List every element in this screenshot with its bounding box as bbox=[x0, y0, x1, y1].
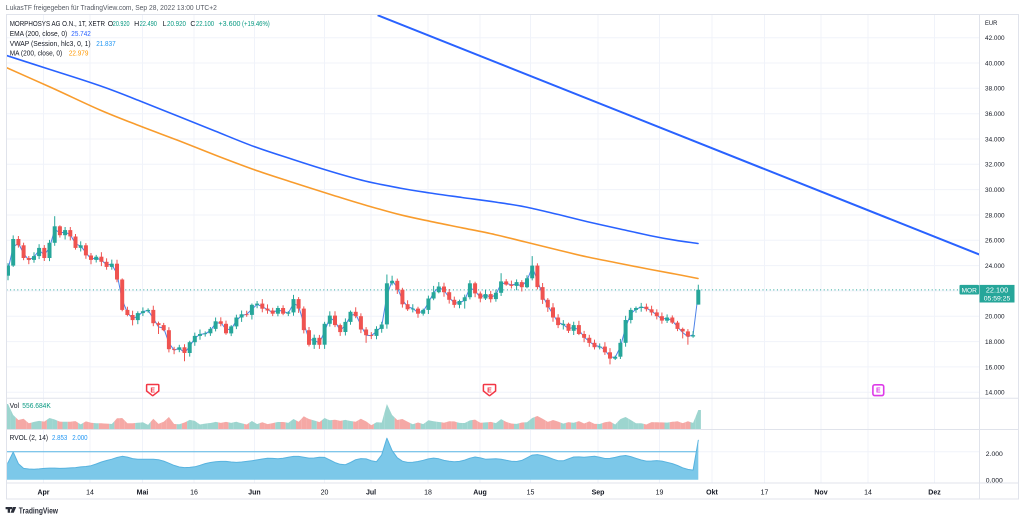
svg-text:EMA (200, close, 0): EMA (200, close, 0) bbox=[10, 31, 67, 38]
svg-text:16.000: 16.000 bbox=[985, 364, 1005, 371]
svg-text:O: O bbox=[108, 21, 114, 28]
svg-text:20.920: 20.920 bbox=[113, 21, 130, 28]
svg-text:556.684K: 556.684K bbox=[22, 403, 51, 410]
svg-text:18: 18 bbox=[424, 490, 432, 497]
svg-text:MORPHOSYS AG O.N., 1T, XETR: MORPHOSYS AG O.N., 1T, XETR bbox=[10, 21, 105, 28]
svg-text:32.000: 32.000 bbox=[985, 162, 1005, 169]
svg-text:Apr: Apr bbox=[37, 490, 49, 497]
svg-text:TradingView: TradingView bbox=[19, 506, 59, 515]
svg-text:05:59:25: 05:59:25 bbox=[984, 295, 1011, 302]
svg-text:Okt: Okt bbox=[706, 490, 718, 497]
svg-text:Nov: Nov bbox=[814, 490, 827, 497]
svg-text:14.000: 14.000 bbox=[985, 390, 1005, 397]
svg-text:(+19.46%): (+19.46%) bbox=[242, 21, 270, 28]
svg-text:26.000: 26.000 bbox=[985, 238, 1005, 245]
svg-text:Mai: Mai bbox=[137, 490, 149, 497]
svg-text:Jun: Jun bbox=[248, 490, 260, 497]
svg-text:22.490: 22.490 bbox=[140, 21, 157, 28]
svg-text:Aug: Aug bbox=[473, 490, 487, 497]
svg-text:14: 14 bbox=[86, 490, 94, 497]
svg-text:36.000: 36.000 bbox=[985, 111, 1005, 118]
svg-text:H: H bbox=[134, 21, 139, 28]
svg-text:L: L bbox=[163, 21, 167, 28]
svg-text:EUR: EUR bbox=[985, 20, 998, 27]
svg-text:40.000: 40.000 bbox=[985, 60, 1005, 67]
svg-text:22.100: 22.100 bbox=[196, 21, 214, 28]
svg-text:42.000: 42.000 bbox=[985, 35, 1005, 42]
svg-text:C: C bbox=[190, 21, 195, 28]
svg-text:RVOL (2, 14): RVOL (2, 14) bbox=[10, 435, 49, 442]
svg-text:E: E bbox=[487, 387, 492, 394]
svg-text:30.000: 30.000 bbox=[985, 187, 1005, 194]
svg-text:Vol: Vol bbox=[10, 403, 20, 410]
svg-text:MA (200, close, 0): MA (200, close, 0) bbox=[10, 51, 63, 58]
svg-text:E: E bbox=[150, 387, 155, 394]
svg-text:+3.600: +3.600 bbox=[219, 21, 241, 28]
svg-text:Sep: Sep bbox=[592, 490, 605, 497]
svg-text:15: 15 bbox=[527, 490, 535, 497]
svg-text:2.000: 2.000 bbox=[72, 435, 87, 442]
svg-text:MOR: MOR bbox=[962, 287, 977, 294]
svg-text:16: 16 bbox=[190, 490, 198, 497]
svg-text:24.000: 24.000 bbox=[985, 263, 1005, 270]
svg-text:18.000: 18.000 bbox=[985, 339, 1005, 346]
svg-text:22.100: 22.100 bbox=[986, 285, 1008, 294]
svg-text:2.853: 2.853 bbox=[52, 435, 67, 442]
svg-text:Jul: Jul bbox=[366, 490, 376, 497]
svg-text:22.979: 22.979 bbox=[69, 51, 89, 58]
svg-text:Dez: Dez bbox=[928, 490, 941, 497]
svg-text:LukasTF freigegeben für Tradin: LukasTF freigegeben für TradingView.com,… bbox=[6, 3, 217, 12]
svg-text:34.000: 34.000 bbox=[985, 136, 1005, 143]
svg-text:E: E bbox=[876, 388, 881, 395]
svg-text:20.000: 20.000 bbox=[985, 314, 1005, 321]
svg-text:20.920: 20.920 bbox=[167, 21, 186, 28]
svg-text:20: 20 bbox=[321, 490, 329, 497]
svg-text:38.000: 38.000 bbox=[985, 86, 1005, 93]
svg-text:17: 17 bbox=[761, 490, 769, 497]
svg-text:28.000: 28.000 bbox=[985, 212, 1005, 219]
svg-text:25.742: 25.742 bbox=[71, 31, 91, 38]
svg-text:21.837: 21.837 bbox=[96, 41, 116, 48]
svg-text:14: 14 bbox=[864, 490, 872, 497]
svg-text:19: 19 bbox=[656, 490, 664, 497]
svg-text:2.000: 2.000 bbox=[986, 451, 1003, 458]
svg-text:0.000: 0.000 bbox=[986, 477, 1003, 484]
svg-text:VWAP (Session, hlc3, 0, 1): VWAP (Session, hlc3, 0, 1) bbox=[10, 41, 91, 48]
